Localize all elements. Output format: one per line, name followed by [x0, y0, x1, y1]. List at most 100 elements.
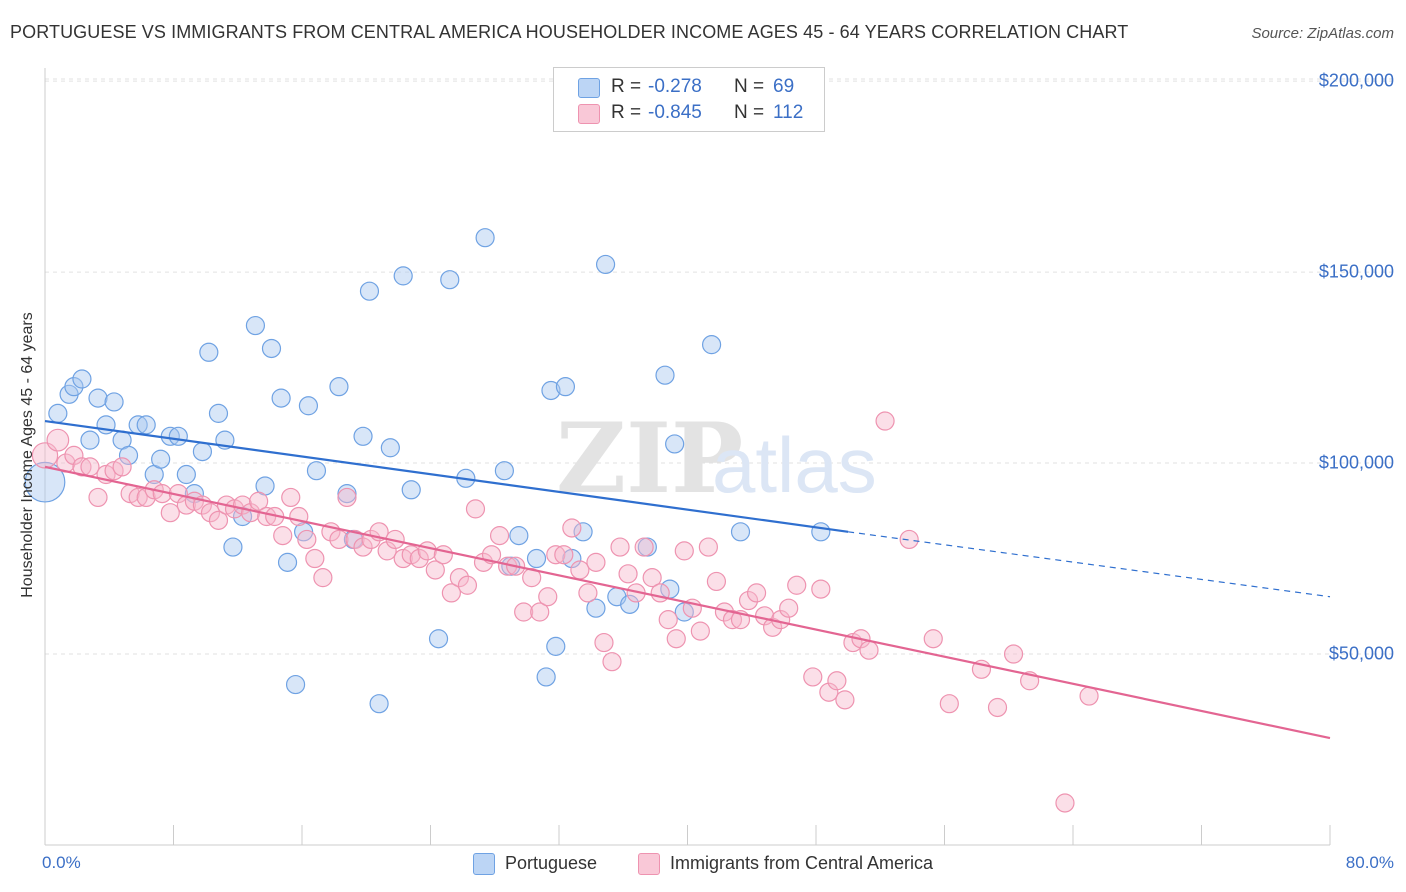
data-point — [595, 254, 616, 275]
data-point — [546, 636, 566, 656]
data-point — [514, 602, 534, 622]
legend: Portuguese Immigrants from Central Ameri… — [0, 852, 1406, 878]
data-point — [380, 438, 400, 458]
data-point — [779, 598, 799, 618]
data-point — [634, 537, 654, 557]
legend-swatch-central-america — [638, 853, 660, 875]
stats-r-label: R = — [611, 102, 642, 123]
data-point — [441, 583, 461, 603]
trend-lines — [44, 419, 1331, 740]
data-point — [827, 671, 847, 691]
watermark-atlas: atlas — [712, 421, 877, 509]
data-point — [536, 667, 556, 687]
stats-n-label: N = — [734, 102, 765, 123]
data-point — [586, 552, 606, 572]
data-point — [64, 377, 84, 397]
stats-n-value: 112 — [773, 102, 804, 123]
data-point — [88, 487, 108, 508]
data-point — [353, 537, 373, 557]
data-point — [46, 428, 70, 452]
data-point — [24, 461, 66, 503]
data-point — [939, 694, 959, 714]
data-point — [305, 548, 325, 569]
data-point — [245, 315, 266, 336]
data-point — [281, 487, 301, 508]
data-point — [602, 652, 622, 672]
data-point — [345, 529, 365, 550]
data-point — [642, 568, 662, 588]
data-point — [64, 445, 84, 466]
data-point — [586, 598, 606, 618]
data-point — [658, 610, 678, 630]
stats-box: R = -0.278 N = 69 R = -0.845 N = 112 — [553, 67, 825, 132]
data-point — [554, 545, 574, 565]
data-point — [620, 594, 640, 614]
data-point — [298, 396, 319, 416]
data-point — [223, 537, 243, 557]
data-point — [359, 281, 380, 301]
data-point — [80, 457, 100, 477]
data-point — [88, 388, 108, 408]
data-point — [425, 560, 445, 580]
data-point — [306, 461, 327, 481]
data-point — [811, 522, 831, 542]
data-point — [168, 426, 188, 446]
data-point — [1079, 686, 1099, 706]
data-point — [787, 575, 807, 595]
data-point — [899, 529, 919, 550]
data-point — [738, 590, 759, 611]
data-point — [151, 449, 171, 469]
data-point — [249, 491, 269, 511]
data-point — [618, 564, 638, 584]
data-point — [449, 568, 470, 588]
legend-label-central-america: Immigrants from Central America — [670, 853, 934, 873]
data-point — [555, 377, 576, 397]
data-point — [377, 541, 397, 561]
axes — [44, 68, 1331, 846]
data-point — [538, 587, 558, 607]
data-point — [763, 617, 783, 637]
data-point — [48, 403, 68, 423]
data-point — [313, 568, 333, 588]
data-point — [136, 415, 156, 435]
data-point — [208, 403, 229, 423]
legend-label-portuguese: Portuguese — [505, 853, 598, 873]
y-tick-label: $150,000 — [1318, 261, 1394, 282]
data-point — [118, 445, 139, 466]
data-point — [160, 503, 180, 523]
data-point — [112, 457, 132, 477]
data-point — [489, 526, 510, 546]
chart-title: PORTUGUESE VS IMMIGRANTS FROM CENTRAL AM… — [10, 22, 1129, 42]
series-portuguese — [24, 228, 831, 714]
data-point — [440, 270, 460, 290]
trend-line-extension — [848, 531, 1331, 598]
data-point — [297, 529, 317, 550]
y-tick-label: $200,000 — [1318, 70, 1394, 91]
data-point — [80, 430, 100, 450]
x-tick-min: 0.0% — [42, 853, 81, 872]
stats-n-value: 69 — [773, 76, 795, 97]
stats-r-value: -0.278 — [648, 76, 702, 97]
data-point — [570, 560, 590, 580]
watermark: ZIP atlas — [556, 402, 877, 515]
data-point — [706, 571, 727, 592]
trend-line — [44, 465, 1331, 740]
data-point — [573, 522, 593, 542]
data-point — [271, 388, 291, 408]
data-point — [923, 629, 943, 649]
data-point — [803, 667, 823, 687]
data-point — [1003, 644, 1024, 664]
data-point — [819, 682, 839, 702]
data-point — [277, 552, 298, 572]
data-point — [199, 342, 219, 362]
data-point — [176, 464, 196, 485]
data-point — [562, 518, 582, 538]
x-tick-max: 80.0% — [1345, 853, 1394, 872]
data-point — [329, 529, 349, 550]
data-point — [1055, 793, 1075, 813]
data-point — [530, 602, 550, 622]
data-point — [578, 583, 598, 603]
data-point — [666, 629, 686, 649]
data-point — [655, 365, 675, 385]
